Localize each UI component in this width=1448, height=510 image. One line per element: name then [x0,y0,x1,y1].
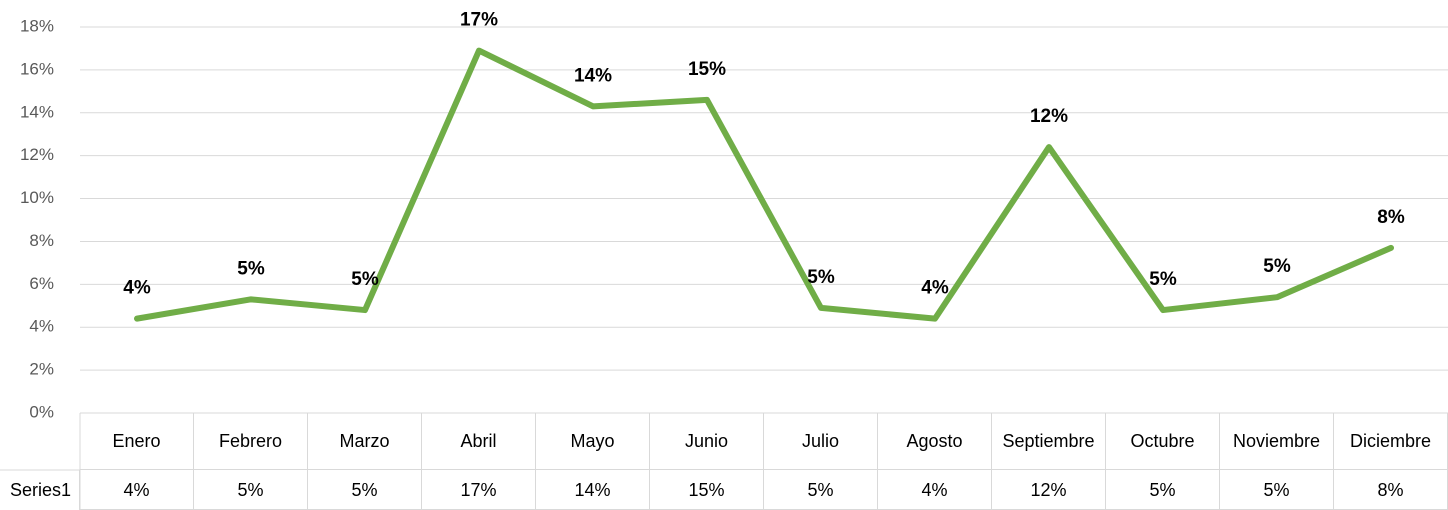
data-label: 8% [1377,207,1405,228]
data-label: 5% [807,267,835,288]
line [134,47,1394,322]
data-label: 14% [574,65,612,86]
x-tick-label: Febrero [194,413,308,470]
table-value: 8% [1334,470,1448,510]
y-tick-label: 18% [20,16,54,35]
table-value: 5% [1220,470,1334,510]
x-tick-label: Julio [764,413,878,470]
y-tick-label: 10% [20,188,54,207]
x-tick-label: Septiembre [992,413,1106,470]
table-value: 4% [80,470,194,510]
table-value: 12% [992,470,1106,510]
data-label: 5% [1263,256,1291,277]
x-tick-label: Enero [80,413,194,470]
table-value: 5% [308,470,422,510]
y-tick-label: 14% [20,102,54,121]
x-tick-label: Octubre [1106,413,1220,470]
data-label: 4% [123,278,151,299]
y-tick-label: 8% [29,231,54,250]
x-tick-label: Marzo [308,413,422,470]
data-label: 17% [460,10,498,31]
data-label: 5% [351,269,379,290]
series-name: Series1 [0,470,80,510]
table-value: 5% [1106,470,1220,510]
table-value: 14% [536,470,650,510]
y-tick-label: 12% [20,145,54,164]
table-value: 17% [422,470,536,510]
data-label: 4% [921,278,949,299]
y-tick-label: 2% [29,360,54,379]
y-tick-label: 4% [29,317,54,336]
x-tick-label: Diciembre [1334,413,1448,470]
data-label: 5% [1149,269,1177,290]
y-tick-label: 0% [29,402,54,421]
y-tick-label: 6% [29,274,54,293]
y-tick-label: 16% [20,59,54,78]
x-tick-label: Abril [422,413,536,470]
data-label: 15% [688,59,726,80]
data-label: 12% [1030,106,1068,127]
x-tick-label: Agosto [878,413,992,470]
x-tick-label: Mayo [536,413,650,470]
x-tick-label: Noviembre [1220,413,1334,470]
table-value: 4% [878,470,992,510]
table-value: 5% [764,470,878,510]
table-value: 15% [650,470,764,510]
data-label: 5% [237,258,265,279]
x-tick-label: Junio [650,413,764,470]
table-value: 5% [194,470,308,510]
